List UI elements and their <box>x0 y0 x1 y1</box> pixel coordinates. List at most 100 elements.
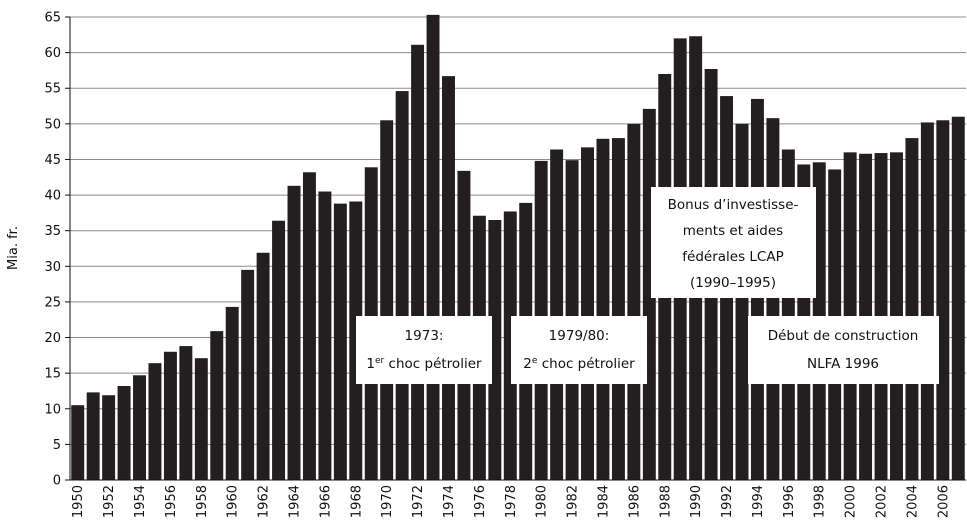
bar-1974 <box>442 76 455 481</box>
bar-1950 <box>71 405 85 480</box>
annotation-line-text: 2 <box>523 356 532 372</box>
x-tick-label: 1980 <box>535 485 550 518</box>
bar-1985 <box>611 138 625 480</box>
bars <box>71 14 965 481</box>
y-tick-label: 50 <box>44 117 61 132</box>
bar-1973 <box>426 14 440 481</box>
x-tick-label: 1960 <box>226 485 241 518</box>
x-tick-label: 1962 <box>257 485 272 518</box>
y-tick-label: 40 <box>44 189 61 204</box>
bar-1966 <box>318 191 332 480</box>
y-tick-label: 5 <box>53 438 61 453</box>
x-tick-label: 2004 <box>905 485 920 518</box>
x-tick-label: 1964 <box>288 485 303 518</box>
bar-1951 <box>86 392 100 480</box>
x-tick-label: 1990 <box>689 485 704 518</box>
bar-1972 <box>411 44 425 480</box>
bar-1954 <box>133 375 146 480</box>
x-tick-label: 1998 <box>813 485 828 518</box>
y-tick-labels: 0 5 10 15 20 25 30 35 40 45 50 55 60 65 <box>44 11 61 489</box>
bar-1970 <box>380 120 394 480</box>
x-tick-label: 1950 <box>71 485 86 518</box>
bar-1983 <box>581 147 594 480</box>
y-tick-label: 25 <box>44 295 61 310</box>
x-tick-label: 2006 <box>936 485 951 518</box>
annotation-bonus: Bonus d’investisse- ments et aides fédér… <box>651 187 816 298</box>
y-tick-label: 65 <box>44 11 61 26</box>
y-tick-label: 55 <box>44 82 61 97</box>
bar-1955 <box>148 363 162 480</box>
annotation-line: Bonus d’investisse- <box>668 197 799 213</box>
bar-1984 <box>596 138 610 481</box>
bar-1958 <box>194 358 208 480</box>
bar-2004 <box>905 138 919 480</box>
x-tick-label: 2000 <box>844 485 859 518</box>
annotation-nlfa: Début de construction NLFA 1996 <box>748 316 939 384</box>
y-tick-label: 10 <box>44 402 61 417</box>
bar-2005 <box>920 122 934 481</box>
annotation-line: 2e choc pétrolier <box>523 356 635 372</box>
annotation-line: 1979/80: <box>549 328 610 344</box>
bar-2007 <box>951 116 965 480</box>
bar-1978 <box>503 211 517 480</box>
bar-1981 <box>550 149 564 481</box>
x-tick-label: 1992 <box>720 485 735 518</box>
x-tick-label: 1954 <box>133 485 148 518</box>
annotation-1979: 1979/80: 2e choc pétrolier <box>511 316 647 384</box>
bar-2006 <box>936 120 950 480</box>
bar-1960 <box>225 306 239 480</box>
bar-1967 <box>333 203 347 480</box>
annotation-box <box>748 316 939 384</box>
bar-1963 <box>272 220 286 480</box>
annotation-line: Début de construction <box>768 328 919 344</box>
bar-1986 <box>627 123 641 480</box>
annotation-box <box>511 316 647 384</box>
bar-1962 <box>256 252 270 480</box>
annotation-line: 1973: <box>405 328 444 344</box>
annotation-box <box>651 187 816 298</box>
x-tick-label: 1994 <box>751 485 766 518</box>
y-tick-label: 20 <box>44 331 61 346</box>
bar-1995 <box>766 118 780 481</box>
y-tick-label: 0 <box>53 474 61 489</box>
annotation-box <box>356 316 492 384</box>
bar-1977 <box>488 220 502 480</box>
bar-1961 <box>241 269 255 480</box>
x-tick-label: 1970 <box>380 485 395 518</box>
annotation-line: (1990–1995) <box>690 275 776 291</box>
bar-1959 <box>210 331 224 480</box>
bar-1968 <box>349 201 363 481</box>
bar-1993 <box>735 123 749 480</box>
y-tick-label: 45 <box>44 153 61 168</box>
annotation-line: 1er choc pétrolier <box>366 356 482 372</box>
annotation-line: ments et aides <box>683 223 783 239</box>
y-tick-label: 35 <box>44 224 61 239</box>
x-tick-label: 1966 <box>318 485 333 518</box>
x-tick-label: 1952 <box>102 485 117 518</box>
bar-1971 <box>395 91 409 480</box>
x-tick-label: 1982 <box>566 485 581 518</box>
x-tick-label: 2002 <box>875 485 890 518</box>
y-tick-label: 15 <box>44 367 61 382</box>
x-tick-label: 1976 <box>473 485 488 518</box>
x-tick-label: 1996 <box>782 485 797 518</box>
bar-1952 <box>102 395 116 480</box>
x-tick-label: 1972 <box>411 485 426 518</box>
annotation-line: NLFA 1996 <box>807 356 879 372</box>
x-tick-label: 1968 <box>349 485 364 518</box>
y-tick-label: 60 <box>44 46 61 61</box>
x-tick-label: 1974 <box>442 485 457 518</box>
annotation-line-text: 1 <box>366 356 375 372</box>
x-tick-label: 1978 <box>504 485 519 518</box>
bar-1956 <box>163 351 177 480</box>
x-tick-labels: 1950 1952 1954 1956 1958 1960 1962 1964 1966 1968… <box>71 485 951 518</box>
x-tick-label: 1986 <box>627 485 642 518</box>
annotation-1973: 1973: 1er choc pétrolier <box>356 316 492 384</box>
x-tick-label: 1956 <box>164 485 179 518</box>
bar-1965 <box>302 172 316 480</box>
y-axis-label: Mia. fr. <box>6 226 21 270</box>
x-tick-label: 1988 <box>658 485 673 518</box>
y-tick-label: 30 <box>44 260 61 275</box>
bar-1964 <box>287 185 301 480</box>
